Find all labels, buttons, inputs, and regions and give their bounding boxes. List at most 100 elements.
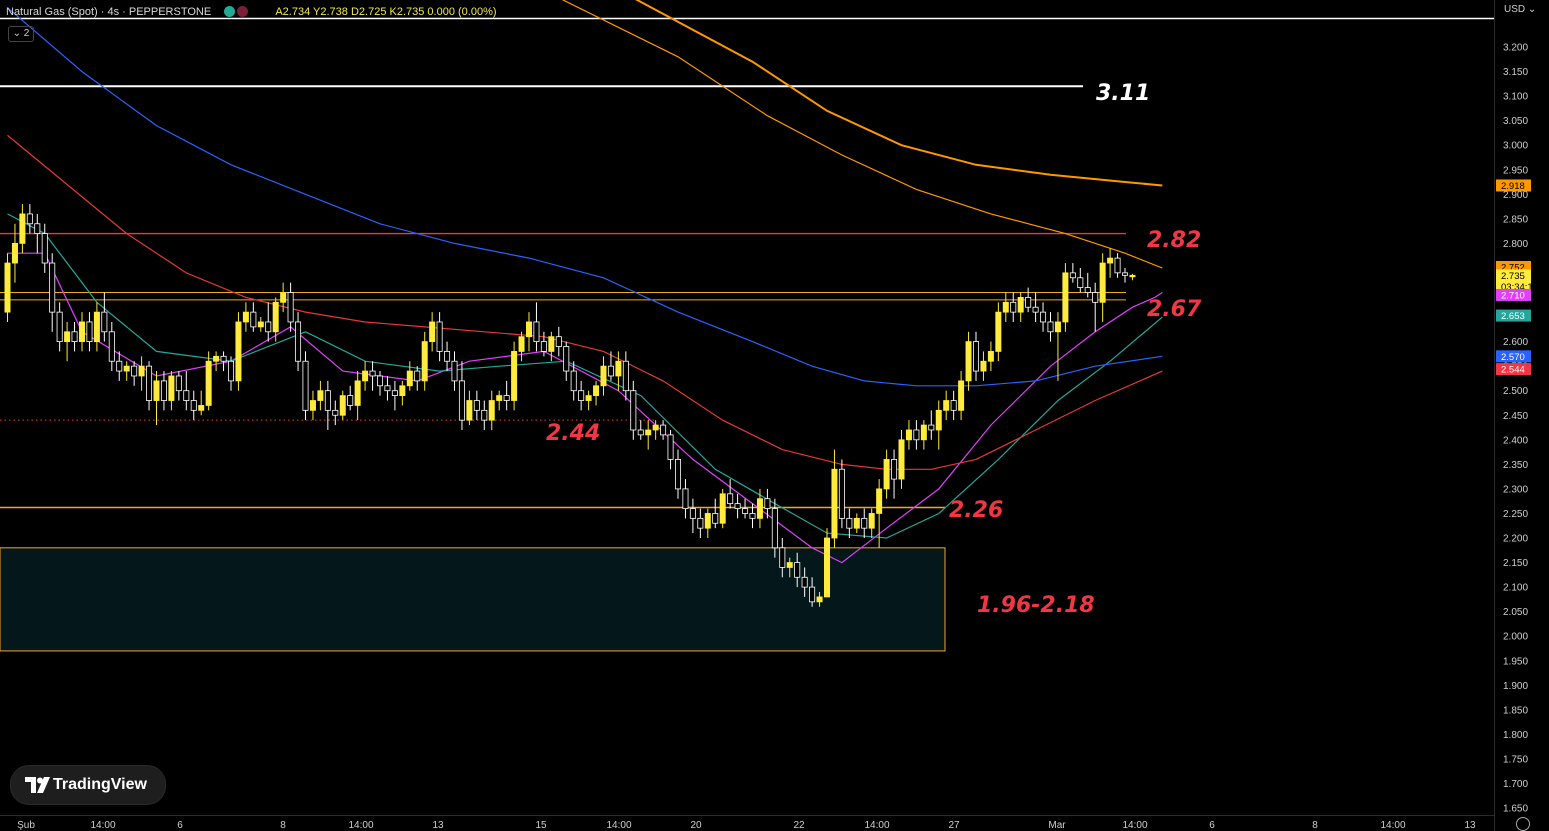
candle[interactable]: [935, 400, 942, 450]
candle[interactable]: [749, 503, 756, 529]
candle[interactable]: [831, 449, 838, 548]
candle[interactable]: [928, 410, 935, 440]
candle[interactable]: [1107, 248, 1114, 278]
candle[interactable]: [548, 331, 555, 362]
candle[interactable]: [503, 380, 510, 411]
candle[interactable]: [250, 302, 257, 332]
candle[interactable]: [414, 366, 421, 391]
candle[interactable]: [265, 302, 272, 342]
candle[interactable]: [1077, 267, 1084, 293]
candle[interactable]: [853, 513, 860, 534]
tradingview-logo[interactable]: TradingView: [10, 765, 166, 805]
candle[interactable]: [86, 312, 93, 352]
candle[interactable]: [891, 449, 898, 499]
candle[interactable]: [466, 390, 473, 426]
candle[interactable]: [64, 321, 71, 362]
candle[interactable]: [235, 312, 242, 391]
candle[interactable]: [652, 420, 659, 440]
candle[interactable]: [138, 356, 145, 391]
candle[interactable]: [756, 488, 763, 529]
indicator-collapse-button[interactable]: ⌄ 2: [8, 26, 34, 42]
candle[interactable]: [898, 429, 905, 489]
candle[interactable]: [876, 479, 883, 548]
candle[interactable]: [607, 351, 614, 381]
candle[interactable]: [801, 567, 808, 597]
candle[interactable]: [488, 390, 495, 430]
candle[interactable]: [257, 317, 264, 332]
candle[interactable]: [11, 223, 18, 283]
candle[interactable]: [958, 371, 965, 421]
candle[interactable]: [518, 331, 525, 362]
symbol-title[interactable]: Natural Gas (Spot) · 4s · PEPPERSTONE: [6, 6, 212, 18]
candle[interactable]: [697, 508, 704, 538]
candle[interactable]: [376, 371, 383, 396]
candle[interactable]: [943, 390, 950, 421]
candle[interactable]: [846, 508, 853, 538]
candle[interactable]: [987, 341, 994, 372]
candle[interactable]: [309, 390, 316, 421]
candle[interactable]: [913, 420, 920, 450]
candle[interactable]: [473, 390, 480, 421]
candle[interactable]: [1002, 292, 1009, 322]
candle[interactable]: [1099, 253, 1106, 322]
candle[interactable]: [824, 528, 831, 598]
candle[interactable]: [421, 331, 428, 391]
candle[interactable]: [481, 400, 488, 430]
candle[interactable]: [1032, 292, 1039, 322]
candle[interactable]: [1069, 263, 1076, 283]
candle[interactable]: [511, 341, 518, 411]
candle[interactable]: [406, 361, 413, 391]
candle[interactable]: [920, 420, 927, 450]
candle[interactable]: [160, 371, 167, 411]
candle[interactable]: [339, 390, 346, 421]
candle[interactable]: [1017, 292, 1024, 322]
candle[interactable]: [332, 400, 339, 426]
candle[interactable]: [458, 361, 465, 430]
candle[interactable]: [362, 361, 369, 391]
candle[interactable]: [883, 449, 890, 499]
candle[interactable]: [429, 312, 436, 352]
candle[interactable]: [101, 292, 108, 342]
candle[interactable]: [79, 312, 86, 352]
candle[interactable]: [399, 380, 406, 406]
candle[interactable]: [809, 577, 816, 607]
candle[interactable]: [213, 351, 220, 372]
candle[interactable]: [34, 213, 41, 254]
candle[interactable]: [704, 508, 711, 538]
candle[interactable]: [779, 538, 786, 578]
candle[interactable]: [742, 498, 749, 519]
candle[interactable]: [41, 223, 48, 273]
candle[interactable]: [1047, 312, 1054, 342]
candle[interactable]: [146, 361, 153, 411]
candle[interactable]: [71, 321, 78, 352]
candle[interactable]: [227, 356, 234, 391]
candle[interactable]: [317, 380, 324, 411]
candle[interactable]: [123, 361, 130, 381]
candle[interactable]: [719, 488, 726, 529]
candle[interactable]: [175, 371, 182, 401]
candle[interactable]: [131, 361, 138, 386]
candle[interactable]: [950, 390, 957, 421]
candle[interactable]: [667, 429, 674, 470]
candle[interactable]: [838, 459, 845, 529]
candle[interactable]: [973, 331, 980, 381]
candle[interactable]: [347, 385, 354, 411]
candle[interactable]: [771, 498, 778, 558]
candle[interactable]: [49, 253, 56, 332]
candle[interactable]: [600, 356, 607, 396]
currency-selector[interactable]: USD ⌄: [1504, 4, 1537, 15]
candle[interactable]: [93, 302, 100, 352]
candle[interactable]: [302, 351, 309, 421]
candle[interactable]: [555, 326, 562, 357]
candle[interactable]: [645, 420, 652, 450]
candle[interactable]: [637, 420, 644, 440]
candle[interactable]: [1062, 263, 1069, 332]
candle[interactable]: [593, 380, 600, 406]
candle[interactable]: [1010, 292, 1017, 322]
candle[interactable]: [19, 204, 26, 254]
candle[interactable]: [1114, 253, 1121, 278]
candle[interactable]: [868, 508, 875, 538]
candle[interactable]: [444, 341, 451, 372]
candle[interactable]: [660, 420, 667, 440]
candle[interactable]: [578, 380, 585, 411]
